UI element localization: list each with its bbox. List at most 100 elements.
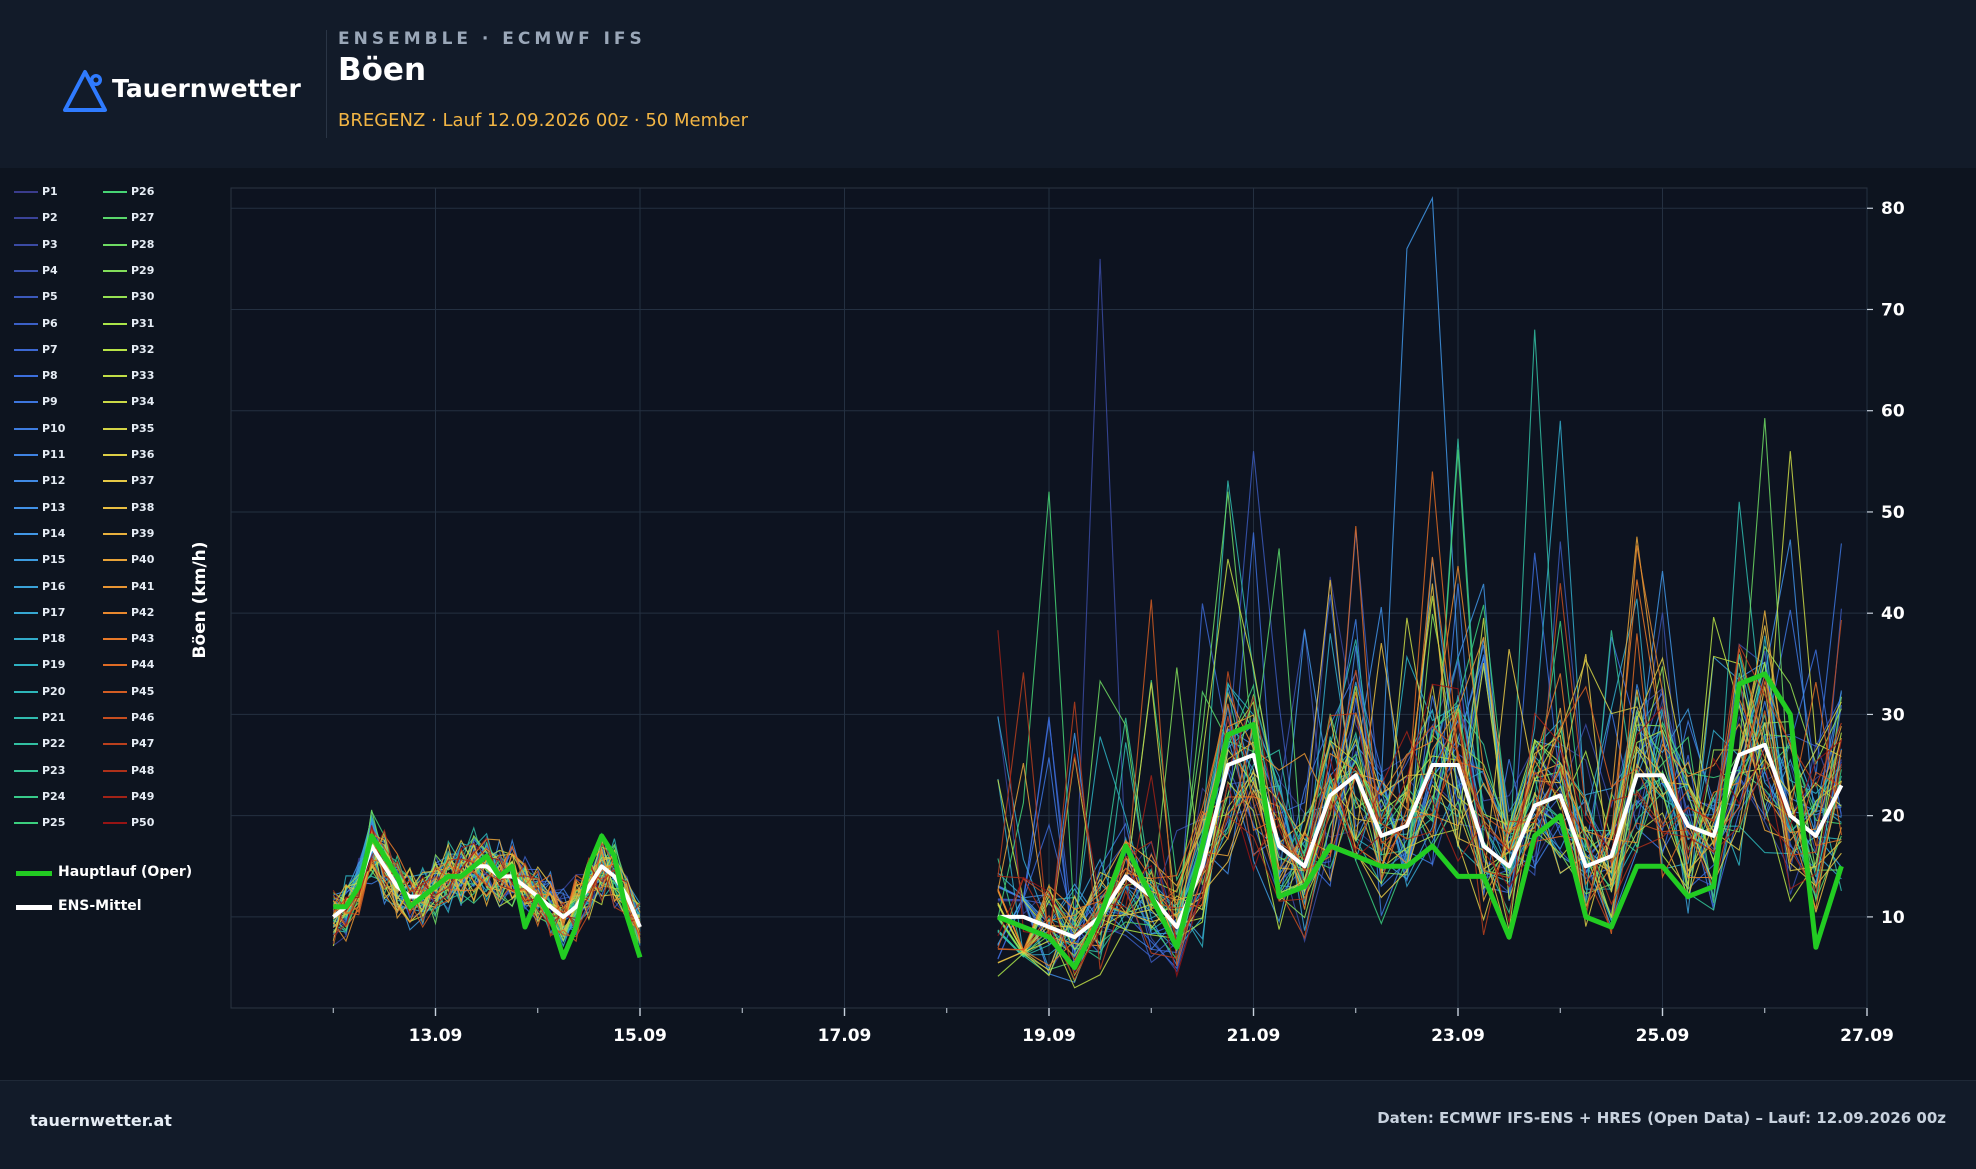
footer: tauernwetter.at Daten: ECMWF IFS-ENS + H… [0, 1080, 1976, 1169]
legend-label: P48 [131, 763, 155, 777]
legend-swatch [14, 217, 38, 220]
legend-label: P29 [131, 263, 155, 277]
oper-line [333, 833, 643, 960]
legend-label: P16 [42, 579, 66, 593]
footer-credits: Daten: ECMWF IFS-ENS + HRES (Open Data) … [1377, 1109, 1946, 1127]
legend: Hauptlauf (Oper) ENS-Mittel P1 P2 P3 P4 P5 P6… [0, 180, 230, 914]
legend-label: P41 [131, 579, 155, 593]
legend-label: P42 [131, 605, 155, 619]
member-line-p49 [332, 828, 641, 936]
legend-swatch [14, 559, 38, 562]
legend-swatch [103, 690, 127, 693]
legend-swatch [103, 822, 127, 825]
legend-swatch [16, 905, 52, 910]
ens-mean-line [332, 844, 642, 928]
legend-label: P43 [131, 632, 155, 646]
legend-label: P26 [131, 185, 155, 198]
legend-label: P44 [131, 658, 155, 672]
member-line-p37 [997, 648, 1842, 964]
legend-label: P1 [42, 185, 58, 198]
legend-swatch [14, 769, 38, 772]
legend-label: P27 [131, 211, 155, 225]
legend-swatch [103, 375, 127, 378]
y-tick-label: 70 [1881, 300, 1905, 320]
legend-label: P5 [42, 290, 58, 304]
page-kicker: ENSEMBLE · ECMWF IFS [338, 29, 646, 49]
member-line-p48 [997, 677, 1842, 981]
legend-swatch [14, 191, 38, 193]
x-tick-label: 19.09 [1022, 1026, 1076, 1046]
legend-label: P10 [42, 421, 66, 435]
legend-label: P22 [42, 737, 66, 751]
footer-site: tauernwetter.at [30, 1111, 172, 1130]
member-line-p47 [332, 847, 641, 934]
legend-label: P6 [42, 316, 58, 330]
legend-swatch [103, 795, 127, 798]
chart-grid [231, 188, 1868, 1008]
legend-swatch [103, 769, 127, 772]
legend-label: P24 [42, 789, 66, 803]
x-tick-label: 27.09 [1840, 1026, 1894, 1046]
y-tick-label: 10 [1881, 908, 1905, 928]
ensemble-chart: 10 20 30 40 50 60 70 80 13.09 15.09 17.09 19.09 21.… [230, 187, 1905, 1046]
legend-label: P12 [42, 474, 66, 488]
legend-label: P13 [42, 500, 66, 514]
legend-swatch [14, 664, 38, 667]
legend-swatch [103, 585, 127, 588]
legend-label: P39 [131, 526, 155, 540]
legend-swatch [103, 296, 127, 299]
legend-swatch [103, 532, 127, 535]
y-tick-label: 50 [1881, 503, 1905, 523]
x-tick-label: 25.09 [1636, 1026, 1690, 1046]
oper-line [996, 671, 1844, 970]
legend-label: P46 [131, 711, 155, 724]
member-line-p49 [997, 630, 1842, 946]
legend-swatch [103, 717, 127, 719]
legend-label: P7 [42, 342, 58, 356]
y-tick-label: 80 [1881, 199, 1905, 219]
legend-label: P9 [42, 395, 58, 409]
legend-label: P11 [42, 448, 66, 461]
legend-swatch [14, 269, 38, 272]
legend-label: P18 [42, 632, 66, 646]
legend-label: P50 [131, 816, 155, 830]
legend-swatch [14, 585, 38, 588]
legend-swatch [103, 611, 127, 614]
legend-swatch [103, 401, 127, 404]
legend-swatch [14, 401, 38, 404]
x-tick-label: 23.09 [1431, 1026, 1485, 1046]
legend-label: P34 [131, 395, 155, 409]
legend-label: P32 [131, 342, 155, 356]
legend-swatch [14, 427, 38, 430]
legend-label: P8 [42, 369, 58, 383]
header: Tauernwetter ENSEMBLE · ECMWF IFS Böen B… [0, 0, 1976, 168]
legend-label: P17 [42, 605, 66, 619]
y-tick-label: 40 [1881, 604, 1905, 624]
legend-swatch [103, 191, 127, 193]
legend-label: P23 [42, 763, 66, 777]
page-subtitle: BREGENZ · Lauf 12.09.2026 00z · 50 Membe… [338, 110, 749, 131]
legend-swatch [14, 322, 38, 325]
y-tick-label: 30 [1881, 705, 1905, 725]
legend-label: P28 [131, 237, 155, 251]
ens-mean-series [332, 742, 1844, 940]
legend-label: P45 [131, 684, 155, 698]
legend-swatch [14, 717, 38, 719]
legend-swatch [14, 454, 38, 456]
member-line-p44 [997, 471, 1842, 951]
legend-label: P2 [42, 211, 58, 225]
member-line-p43 [997, 556, 1842, 952]
legend-swatch [14, 243, 38, 246]
legend-swatch [103, 217, 127, 220]
mountain-logo-icon [63, 70, 107, 112]
legend-label: P20 [42, 684, 66, 698]
legend-swatch [103, 638, 127, 641]
legend-label: P38 [131, 500, 155, 514]
legend-label: P25 [42, 816, 66, 830]
member-line-p45 [997, 599, 1842, 967]
legend-swatch [14, 743, 38, 746]
legend-label: P14 [42, 526, 66, 540]
legend-swatch [14, 532, 38, 535]
brand-name: Tauernwetter [112, 74, 301, 103]
legend-swatch [14, 822, 38, 825]
